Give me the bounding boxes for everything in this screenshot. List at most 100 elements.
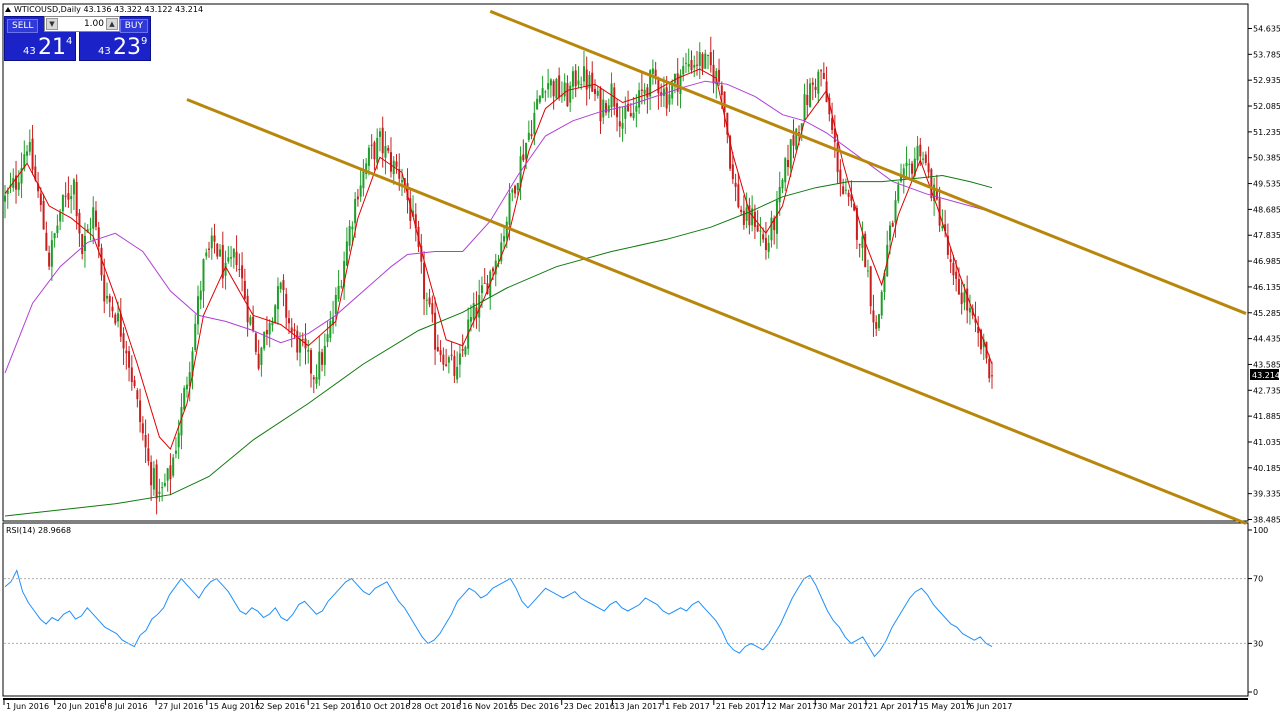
candle-body [491,268,494,272]
candle [387,145,390,154]
candle [607,98,610,118]
time-tick-label: 12 Mar 2017 [767,702,818,711]
candles-layer [4,36,993,515]
candle [254,331,257,355]
candle [690,50,693,74]
candle [839,159,842,197]
candle [337,270,340,302]
candle-body [155,464,158,499]
candle-body [756,224,759,232]
candle [307,339,310,364]
candle [891,220,894,228]
candle-body [538,95,541,103]
candle [345,227,348,266]
candle [260,346,263,377]
candle-body [627,103,630,112]
candle-body [514,185,517,194]
lot-decrease-button[interactable]: ▼ [46,18,58,30]
candle [629,102,632,118]
candle [111,296,114,318]
candle-body [693,64,696,68]
symbol-menu-icon[interactable] [5,7,11,12]
trend-channel-layer[interactable] [186,9,1247,525]
candle-body [979,329,982,350]
candle [114,312,117,326]
candle [166,467,169,492]
candle-body [50,240,53,267]
candle-body [219,249,222,257]
candle-body [169,465,172,480]
candle-body [651,68,654,74]
candle [701,52,704,76]
candle [764,221,767,260]
candle [538,95,541,105]
candle-body [213,235,216,242]
lot-increase-button[interactable]: ▲ [106,18,118,30]
candle-body [991,375,993,377]
candle [825,66,828,103]
candle [828,93,831,122]
candle-body [450,354,453,356]
candle-body [618,121,621,127]
candle-body [183,387,186,410]
candle [952,254,955,286]
candle-body [445,364,448,366]
price-tick-label: 47.835 [1253,231,1280,240]
candle-body [340,286,343,288]
price-tick-label: 53.785 [1253,50,1280,59]
candle-body [64,195,67,197]
candle-body [122,333,125,349]
candle-body [916,145,919,161]
candle-body [593,88,596,94]
candle-body [483,282,486,284]
candle-body [955,271,958,279]
candle-body [23,154,26,169]
candle-body [310,350,313,374]
candle-body [158,491,161,494]
time-tick-label: 21 Sep 2016 [310,702,361,711]
rsi-tick-label: 0 [1253,688,1258,697]
candle [232,248,235,269]
candle-body [334,294,337,315]
candle-body [922,158,925,160]
candle-body [20,167,23,184]
ma-slow-line [4,174,993,517]
candle-body [668,94,671,105]
candle [577,66,580,89]
buy-label: BUY [119,19,148,33]
channel-upper-line[interactable] [489,9,993,214]
candle-body [911,163,914,174]
candle-body [199,290,202,300]
sell-price-prefix: 43 [23,46,36,57]
candle [188,361,191,402]
candle-body [503,236,506,242]
candle-body [97,227,100,247]
candle-body [786,159,789,168]
candle [326,321,329,348]
candle [927,146,930,179]
candle [230,245,233,267]
candle-body [580,84,583,86]
candle [75,174,78,230]
candle [831,102,834,135]
candle-body [348,226,351,246]
price-tick-label: 52.085 [1253,102,1280,111]
time-tick-label: 15 May 2017 [919,702,971,711]
channel-lower-line[interactable] [186,98,993,424]
candle-body [585,69,588,90]
candle-body [560,95,563,97]
candle [249,314,252,326]
candle-body [563,82,566,97]
candle-body [696,64,699,66]
bottom-frame [3,698,1248,700]
candle [246,288,249,337]
candle [133,375,136,389]
candle [365,158,368,180]
candle [792,119,795,159]
candle-body [249,317,252,325]
candle [458,344,461,378]
candle-body [420,245,423,262]
lot-size-input[interactable] [60,18,104,30]
candle-body [252,316,255,332]
